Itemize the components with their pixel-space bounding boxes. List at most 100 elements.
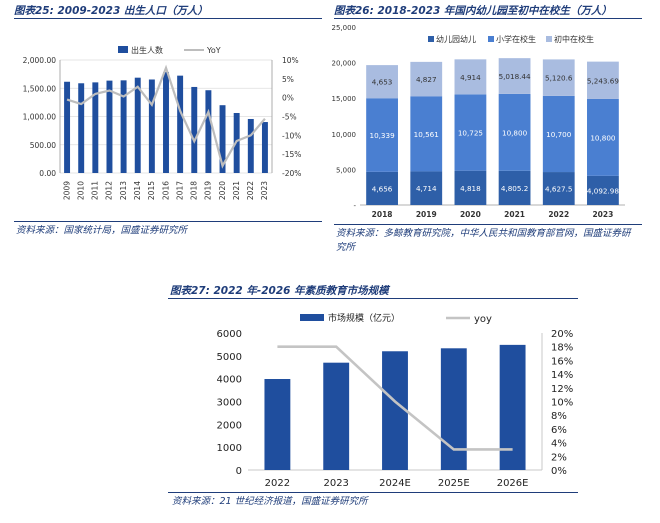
chart26-title: 图表26: 2018-2023 年国内幼儿园至初中在校生（万人）	[334, 5, 612, 17]
chart26-data-label: 4,653	[372, 78, 393, 87]
chart26-data-label: 5,120.6	[545, 74, 573, 83]
chart26-bar-segment	[410, 96, 443, 172]
chart27-bar	[382, 351, 408, 470]
chart27-right-tick: 0%	[551, 466, 567, 477]
chart27-left-tick: 1000	[217, 443, 242, 454]
chart26-bar-segment	[366, 171, 398, 205]
chart27-x-tick: 2026E	[497, 478, 529, 489]
chart26-data-label: 4,092.98	[587, 186, 619, 195]
chart25-right-tick: -10%	[282, 131, 301, 140]
chart26-y-tick: 25,000	[332, 24, 357, 32]
chart25-bar	[163, 72, 169, 173]
chart27-right-tick: 12%	[551, 384, 573, 395]
chart26-bar-segment	[410, 171, 443, 205]
chart26-data-label: 4,714	[416, 184, 437, 193]
chart26-legend-label: 小学在校生	[496, 34, 536, 44]
chart25-x-tick: 2020	[218, 181, 227, 200]
chart26-data-label: 5,018.44	[499, 72, 531, 81]
chart25-source: 资料来源：国家统计局，国盛证券研究所	[16, 225, 188, 236]
chart27-left-tick: 3000	[217, 398, 242, 409]
chart27-right-tick: 10%	[551, 398, 573, 409]
chart26-data-label: 10,800	[502, 128, 528, 137]
chart26-title-rule	[334, 18, 642, 19]
chart27-right-tick: 16%	[551, 356, 573, 367]
chart26-data-label: 4,656	[372, 184, 393, 193]
chart27-right-tick: 2%	[551, 452, 567, 463]
chart25-x-tick: 2014	[133, 181, 142, 200]
chart25-title: 图表25: 2009-2023 出生人口（万人）	[14, 5, 208, 17]
chart27-legend-label-yoy: yoy	[474, 314, 492, 325]
chart27-source-rule	[168, 492, 578, 493]
chart26-bar-segment	[542, 95, 575, 173]
chart25-left-tick: 1,500.00	[23, 84, 57, 93]
chart25-x-tick: 2010	[76, 181, 85, 200]
chart27-x-tick: 2022	[265, 478, 290, 489]
chart25-left-tick: 500.00	[30, 141, 56, 150]
chart27-x-tick: 2025E	[438, 478, 470, 489]
chart26-data-label: 5,243.69	[587, 76, 619, 85]
chart25-left-tick: 2,000.00	[23, 56, 57, 65]
chart25-x-tick: 2009	[62, 181, 71, 200]
chart26-bar-segment	[366, 98, 398, 172]
chart27-source: 资料来源：21 世纪经济报道，国盛证券研究所	[172, 496, 368, 507]
chart25-bar	[64, 81, 71, 173]
chart26-x-tick: 2023	[592, 210, 613, 219]
chart26-bar-segment	[542, 59, 575, 96]
chart25-bar	[247, 118, 254, 173]
chart25-bar	[120, 80, 127, 173]
chart25-right-tick: -5%	[282, 113, 297, 122]
chart26-y-tick: 10,000	[332, 131, 357, 139]
chart25-x-tick: 2019	[204, 181, 213, 200]
chart25-right-tick: 10%	[282, 56, 299, 65]
chart26-bar-segment	[454, 94, 487, 171]
chart25-bar	[134, 77, 141, 173]
chart26-data-label: 10,700	[546, 130, 572, 139]
chart26-bar-segment	[498, 170, 531, 205]
chart27-title-rule	[168, 298, 578, 299]
chart25-legend-label-yoy: YoY	[206, 46, 221, 55]
chart26-bar-segment	[454, 59, 487, 95]
chart25-bar	[106, 80, 113, 173]
chart25-x-tick: 2017	[175, 181, 184, 200]
chart25-bar	[92, 82, 99, 173]
chart26-y-tick: 15,000	[332, 95, 357, 103]
chart26-legend-swatch	[546, 36, 552, 42]
chart27-left-tick: 6000	[217, 329, 242, 340]
chart27-left-tick: 4000	[217, 375, 242, 386]
chart27-left-tick: 2000	[217, 420, 242, 431]
chart26-data-label: 10,800	[590, 133, 616, 142]
chart26-data-label: 10,339	[370, 131, 396, 140]
chart26-data-label: 10,561	[414, 130, 439, 139]
chart25-x-tick: 2015	[147, 181, 156, 200]
chart25-bar	[219, 105, 226, 173]
chart26-source: 资料来源：多鲸教育研究院，中华人民共和国教育部官网，国盛证券研究所	[336, 228, 631, 253]
chart26-x-tick: 2019	[416, 210, 437, 219]
chart26-x-tick: 2018	[372, 210, 393, 219]
chart26-bar-segment	[587, 61, 619, 99]
chart26-data-label: 10,725	[458, 129, 483, 138]
chart25-legend-swatch-births	[118, 46, 128, 53]
chart27-right-tick: 6%	[551, 425, 567, 436]
chart25-bar	[191, 86, 198, 173]
chart26-data-label: 4,914	[460, 73, 481, 82]
chart26-bar-segment	[410, 61, 443, 97]
chart27-right-tick: 8%	[551, 411, 567, 422]
chart27-right-tick: 14%	[551, 370, 573, 381]
chart26-bar-segment	[498, 58, 531, 94]
chart25-x-tick: 2012	[105, 181, 114, 200]
chart26-x-tick: 2020	[460, 210, 481, 219]
chart27-yoy-line	[277, 345, 513, 451]
chart26-x-tick: 2022	[548, 210, 569, 219]
chart27-legend-swatch-market	[300, 314, 324, 321]
chart26-data-label: 4,827	[416, 75, 437, 84]
chart26-legend-label: 初中在校生	[554, 34, 594, 44]
chart25-x-tick: 2018	[190, 181, 199, 200]
chart26-bar-segment	[587, 98, 619, 176]
chart25-x-tick: 2016	[161, 181, 170, 200]
chart25-yoy-line	[66, 64, 266, 169]
chart27-bar	[440, 348, 467, 470]
chart25-right-tick: -15%	[282, 150, 301, 159]
chart25-bar	[78, 83, 85, 173]
chart25-left-tick: 0.00	[39, 169, 56, 178]
